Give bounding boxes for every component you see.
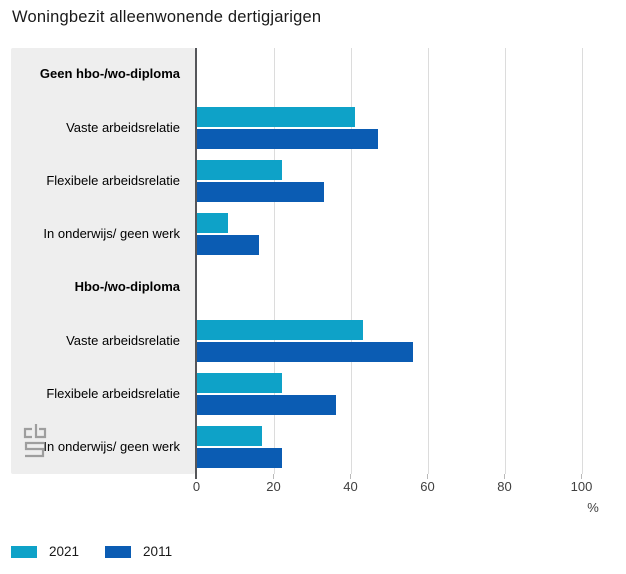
x-axis-unit: % <box>587 500 599 515</box>
plot-area <box>197 48 620 474</box>
x-tick-label: 20 <box>266 479 281 494</box>
bar-2011 <box>197 128 378 149</box>
chart-title: Woningbezit alleenwonende dertigjarigen <box>12 8 322 26</box>
bar-2011 <box>197 448 282 469</box>
x-tick-mark <box>427 474 428 479</box>
bar-pair <box>197 48 620 101</box>
category-row: Vaste arbeidsrelatie <box>11 101 620 154</box>
legend-label: 2011 <box>143 544 173 559</box>
category-label: In onderwijs/ geen werk <box>43 439 180 455</box>
x-tick-mark <box>350 474 351 479</box>
bar-2011 <box>197 182 325 203</box>
cbs-logo <box>23 424 47 458</box>
x-tick-mark <box>581 474 582 479</box>
legend-swatch <box>105 545 132 558</box>
bar-pair <box>197 368 620 421</box>
bar-2021 <box>197 426 263 447</box>
x-tick-label: 100 <box>570 479 593 494</box>
legend-item-2011[interactable]: 2011 <box>105 544 172 559</box>
x-tick-mark <box>273 474 274 479</box>
bar-pair <box>197 261 620 314</box>
legend: 2021 2011 <box>11 544 172 559</box>
legend-swatch <box>11 545 37 558</box>
group-header-label: Hbo-/wo-diploma <box>74 279 180 295</box>
bar-pair <box>197 314 620 367</box>
x-tick-mark <box>195 474 197 479</box>
legend-item-2021[interactable]: 2021 <box>11 544 79 559</box>
bar-pair <box>197 208 620 261</box>
gridline <box>350 48 352 474</box>
x-tick-label: 80 <box>497 479 512 494</box>
bar-pair <box>197 421 620 474</box>
x-tick-label: 0 <box>192 479 201 494</box>
gridline <box>273 48 275 474</box>
category-row: Flexibele arbeidsrelatie <box>11 368 620 421</box>
gridline <box>581 48 583 474</box>
bar-chart: Geen hbo-/wo-diploma Vaste arbeidsrelatie… <box>11 48 620 479</box>
x-tick-mark <box>504 474 505 479</box>
bar-2011 <box>197 341 413 362</box>
category-row: In onderwijs/ geen werk <box>11 208 620 261</box>
category-label: Flexibele arbeidsrelatie <box>46 172 180 188</box>
group-header-label: Geen hbo-/wo-diploma <box>39 66 180 82</box>
bar-2021 <box>197 160 282 181</box>
legend-label: 2021 <box>49 544 80 559</box>
bar-2021 <box>197 319 363 340</box>
category-panel <box>11 48 195 474</box>
bar-2021 <box>197 106 355 127</box>
category-row: Flexibele arbeidsrelatie <box>11 155 620 208</box>
category-label: Vaste arbeidsrelatie <box>66 119 180 135</box>
bar-pair <box>197 155 620 208</box>
bar-rows: Geen hbo-/wo-diploma Vaste arbeidsrelatie… <box>11 48 620 474</box>
value-axis-line <box>195 48 197 474</box>
category-label: In onderwijs/ geen werk <box>43 226 180 242</box>
group-header-row: Hbo-/wo-diploma <box>11 261 620 314</box>
x-tick-label: 40 <box>343 479 358 494</box>
group-header-row: Geen hbo-/wo-diploma <box>11 48 620 101</box>
x-tick-label: 60 <box>420 479 435 494</box>
category-row: Vaste arbeidsrelatie <box>11 314 620 367</box>
bar-2011 <box>197 235 259 256</box>
gridline <box>504 48 506 474</box>
x-axis: 0 20 40 60 80 100 <box>11 479 620 495</box>
gridline <box>427 48 429 474</box>
category-label: Vaste arbeidsrelatie <box>66 332 180 348</box>
bar-2021 <box>197 213 228 234</box>
bar-2011 <box>197 395 336 416</box>
bar-2021 <box>197 373 282 394</box>
category-row: In onderwijs/ geen werk <box>11 421 620 474</box>
category-label: Flexibele arbeidsrelatie <box>46 385 180 401</box>
bar-pair <box>197 101 620 154</box>
